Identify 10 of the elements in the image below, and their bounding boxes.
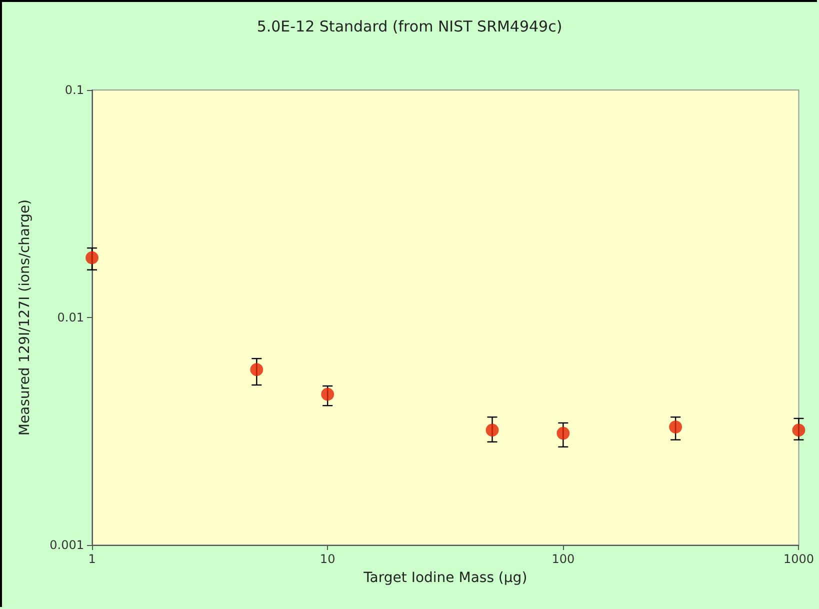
chart-title: 5.0E-12 Standard (from NIST SRM4949c) [256,18,562,36]
y-tick-label: 0.01 [57,310,84,324]
x-tick-label: 1 [88,552,96,566]
x-axis-title: Target Iodine Mass (μg) [362,570,528,586]
y-tick-label: 0.1 [64,83,84,97]
x-tick-label: 100 [552,552,575,566]
x-tick-label: 1000 [783,552,814,566]
x-tick-label: 10 [320,552,336,566]
y-tick-label: 0.001 [50,538,84,552]
y-axis-title: Measured 129I/127I (ions/charge) [17,199,33,436]
